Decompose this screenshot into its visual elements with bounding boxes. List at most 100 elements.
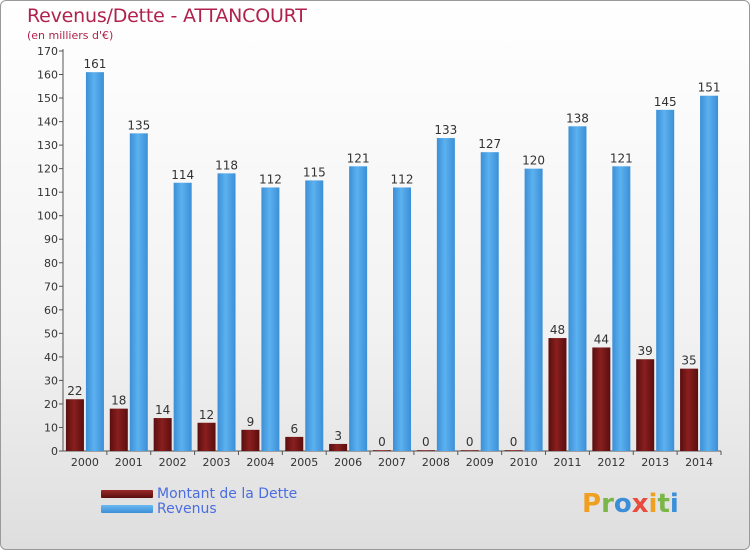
bar-revenus — [480, 152, 499, 452]
y-tick-label: 130 — [37, 139, 58, 152]
value-label-dette: 12 — [199, 408, 214, 422]
legend-label-revenus: Revenus — [157, 501, 217, 517]
legend-swatch-revenus — [101, 505, 153, 513]
bar-revenus — [85, 72, 104, 452]
y-tick-label: 20 — [44, 398, 58, 411]
x-tick-label: 2012 — [597, 456, 625, 469]
value-labels: 22 161 18 135 14 114 12 118 9 112 6 115 3 121 0 112 0 133… — [67, 57, 720, 449]
value-label-dette: 9 — [247, 415, 255, 429]
bar-dette — [153, 418, 172, 451]
x-tick-label: 2003 — [203, 456, 231, 469]
logo-letter: r — [601, 489, 614, 519]
value-label-revenus: 127 — [478, 137, 501, 151]
y-tick-label: 170 — [37, 45, 58, 58]
bar-dette — [197, 422, 216, 451]
y-tick-label: 110 — [37, 186, 58, 199]
value-label-revenus: 121 — [347, 151, 370, 165]
value-label-revenus: 145 — [654, 95, 677, 109]
y-tick-label: 90 — [44, 233, 58, 246]
value-label-revenus: 133 — [434, 123, 457, 137]
bar-revenus — [349, 166, 368, 451]
logo-letter: i — [669, 489, 679, 519]
bar-dette — [373, 450, 391, 451]
legend-swatch-dette — [101, 490, 153, 498]
y-tick-label: 70 — [44, 280, 58, 293]
bar-dette — [285, 436, 304, 451]
bar-dette — [241, 429, 260, 451]
y-tick-label: 30 — [44, 374, 58, 387]
x-tick-label: 2014 — [685, 456, 713, 469]
y-tick-label: 10 — [44, 421, 58, 434]
value-label-dette: 0 — [422, 435, 430, 449]
logo-letter: o — [613, 489, 632, 519]
x-tick-label: 2007 — [378, 456, 406, 469]
bar-revenus — [568, 126, 587, 451]
bar-revenus — [700, 95, 719, 452]
y-tick-label: 60 — [44, 304, 58, 317]
y-tick-label: 140 — [37, 116, 58, 129]
value-label-revenus: 115 — [303, 165, 326, 179]
axes: 0102030405060708090100110120130140150160… — [37, 45, 722, 469]
bar-dette — [416, 450, 435, 451]
y-tick-label: 40 — [44, 351, 58, 364]
value-label-dette: 0 — [510, 435, 518, 449]
bar-revenus — [129, 133, 148, 451]
value-label-dette: 18 — [111, 394, 126, 408]
y-tick-label: 160 — [37, 69, 58, 82]
bar-dette — [636, 359, 655, 451]
x-tick-label: 2000 — [71, 456, 99, 469]
y-tick-label: 0 — [51, 445, 58, 458]
value-label-revenus: 114 — [171, 168, 194, 182]
bar-dette — [65, 399, 84, 451]
chart-title: Revenus/Dette - ATTANCOURT — [27, 5, 307, 27]
value-label-dette: 35 — [681, 354, 696, 368]
bar-revenus — [261, 187, 280, 451]
value-label-revenus: 138 — [566, 111, 589, 125]
logo-letter: i — [648, 489, 658, 519]
bar-dette — [680, 368, 699, 451]
value-label-dette: 22 — [67, 384, 82, 398]
value-label-dette: 14 — [155, 403, 170, 417]
bars — [65, 72, 719, 452]
x-tick-label: 2008 — [422, 456, 450, 469]
x-tick-label: 2013 — [641, 456, 669, 469]
value-label-dette: 0 — [378, 435, 386, 449]
value-label-dette: 39 — [638, 344, 653, 358]
bar-revenus — [217, 173, 236, 451]
value-label-revenus: 161 — [83, 57, 106, 71]
logo-letter: P — [582, 489, 602, 519]
bar-dette — [460, 450, 479, 451]
bar-revenus — [393, 187, 411, 451]
value-label-dette: 0 — [466, 435, 474, 449]
chart-subtitle: (en milliers d'€) — [27, 29, 114, 42]
bar-dette — [504, 450, 523, 451]
x-tick-label: 2010 — [510, 456, 538, 469]
logo-letter: x — [631, 489, 649, 519]
y-tick-label: 120 — [37, 163, 58, 176]
y-tick-label: 80 — [44, 257, 58, 270]
legend-label-dette: Montant de la Dette — [157, 486, 298, 502]
y-tick-label: 150 — [37, 92, 58, 105]
value-label-revenus: 135 — [127, 118, 150, 132]
x-tick-label: 2009 — [466, 456, 494, 469]
bar-revenus — [656, 109, 675, 451]
logo-letter: t — [657, 489, 670, 519]
x-tick-label: 2004 — [246, 456, 274, 469]
bar-revenus — [612, 166, 631, 451]
bar-dette — [329, 443, 348, 451]
x-tick-label: 2011 — [553, 456, 581, 469]
value-label-dette: 44 — [594, 332, 609, 346]
value-label-dette: 48 — [550, 323, 565, 337]
bar-dette — [548, 338, 567, 451]
y-tick-label: 100 — [37, 210, 58, 223]
bar-revenus — [436, 138, 455, 451]
value-label-revenus: 121 — [610, 151, 633, 165]
value-label-revenus: 118 — [215, 158, 238, 172]
value-label-revenus: 151 — [698, 81, 721, 95]
bar-revenus — [524, 168, 543, 451]
proxiti-logo: Proxiti — [582, 489, 679, 519]
value-label-revenus: 112 — [391, 172, 414, 186]
x-tick-label: 2005 — [290, 456, 318, 469]
